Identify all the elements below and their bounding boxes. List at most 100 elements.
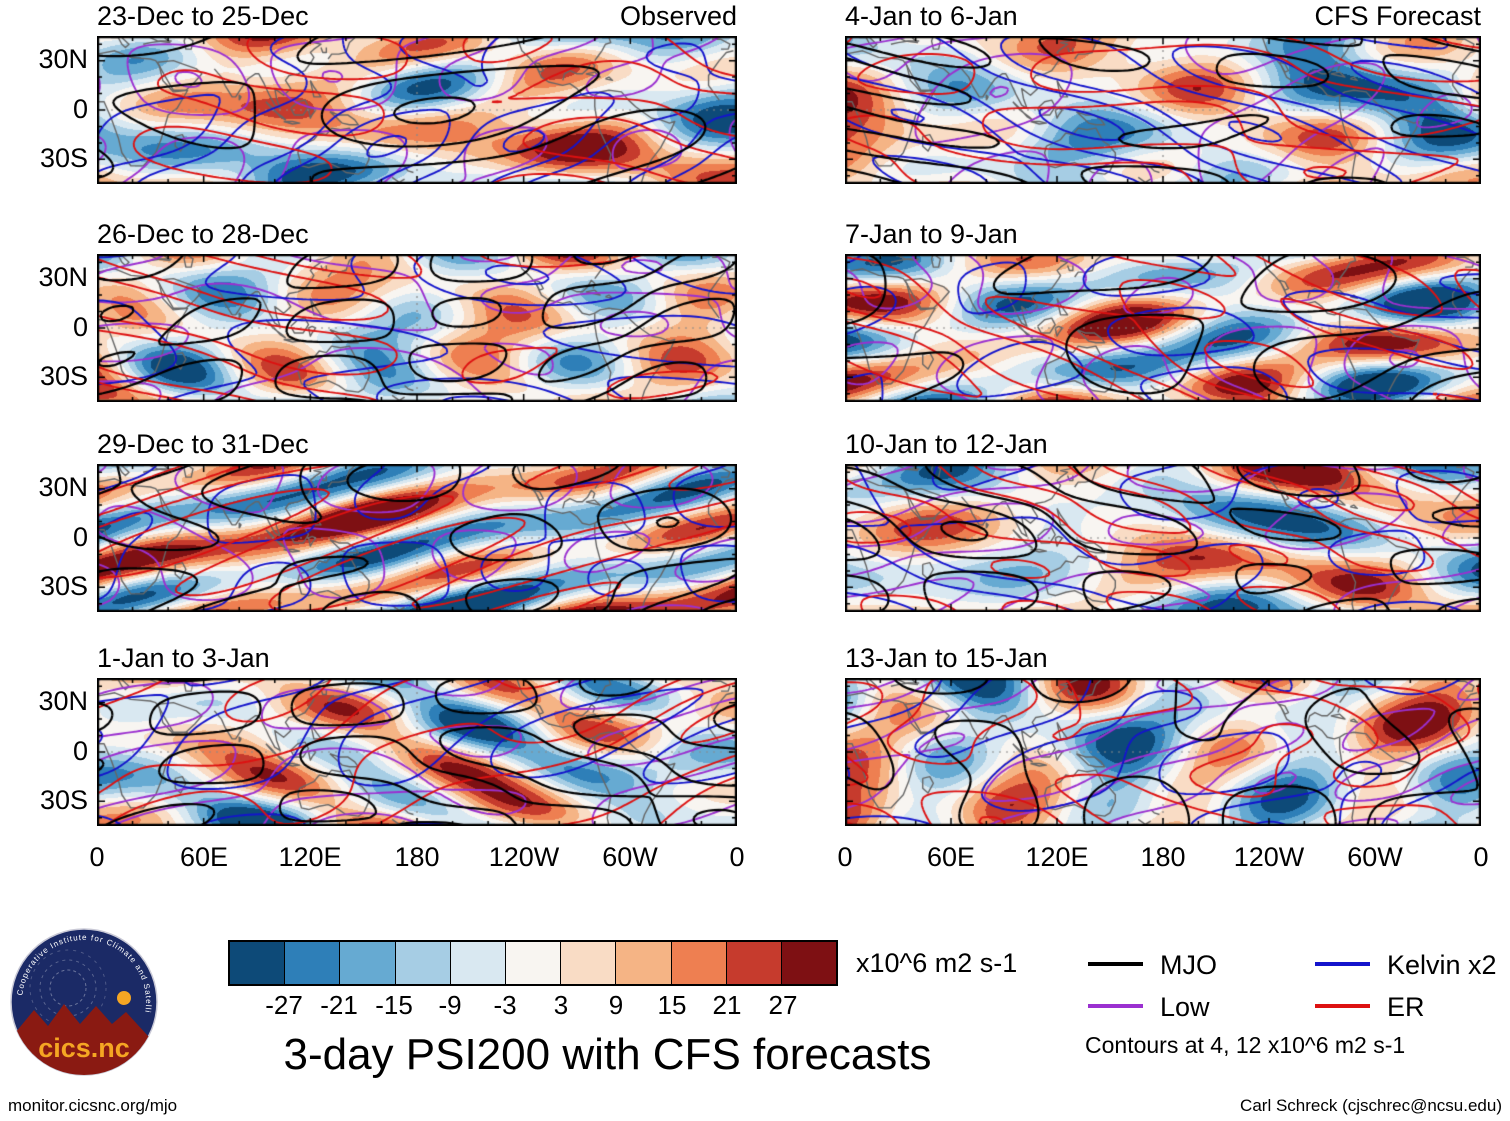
panel-title: 23-Dec to 25-Dec xyxy=(97,1,309,31)
panel-title: 7-Jan to 9-Jan xyxy=(845,219,1018,249)
panel-title: 29-Dec to 31-Dec xyxy=(97,429,309,459)
cicsnc-logo: Cooperative Institute for Climate and Sa… xyxy=(8,926,158,1076)
legend-line-er xyxy=(1315,1004,1370,1008)
x-tick: 120W xyxy=(1233,842,1305,872)
map-canvas xyxy=(97,254,737,402)
y-tick-30n: 30N xyxy=(38,472,88,502)
colorbar-tick: -21 xyxy=(320,990,358,1020)
legend-line-kelvin xyxy=(1315,962,1370,966)
x-tick: 180 xyxy=(1140,842,1186,872)
panel-title-row: 10-Jan to 12-Jan xyxy=(845,428,1481,460)
panel-title-row: 7-Jan to 9-Jan xyxy=(845,218,1481,250)
y-tick-eq: 0 xyxy=(72,94,88,124)
colorbar-cell xyxy=(339,942,395,984)
x-tick: 0 xyxy=(837,842,853,872)
panel-title-row: 13-Jan to 15-Jan xyxy=(845,642,1481,674)
map-canvas xyxy=(845,36,1481,184)
colorbar-tick: -27 xyxy=(265,990,303,1020)
colorbar-tick: 9 xyxy=(608,990,624,1020)
legend-label-low: Low xyxy=(1160,992,1210,1022)
colorbar-cell xyxy=(670,942,726,984)
y-tick-eq: 0 xyxy=(72,312,88,342)
panel-title: 1-Jan to 3-Jan xyxy=(97,643,270,673)
x-tick: 60E xyxy=(179,842,229,872)
legend-label-mjo: MJO xyxy=(1160,950,1217,980)
colorbar-unit: x10^6 m2 s-1 xyxy=(856,948,1018,978)
colorbar-cell xyxy=(230,942,285,984)
panel-title-row: 23-Dec to 25-Dec Observed xyxy=(97,0,737,32)
map-panel-observed-2 xyxy=(97,254,737,402)
x-tick: 120E xyxy=(278,842,342,872)
colorbar-cell xyxy=(560,942,616,984)
colorbar-cell xyxy=(284,942,340,984)
x-tick: 60W xyxy=(602,842,658,872)
y-tick-eq: 0 xyxy=(72,522,88,552)
footer-credit: Carl Schreck (cjschrec@ncsu.edu) xyxy=(1240,1096,1502,1115)
column-label-forecast: CFS Forecast xyxy=(1314,1,1481,31)
map-panel-observed-1 xyxy=(97,36,737,184)
x-tick: 120W xyxy=(488,842,560,872)
legend-label-er: ER xyxy=(1387,992,1425,1022)
x-tick: 0 xyxy=(729,842,745,872)
map-canvas xyxy=(845,464,1481,612)
colorbar-tick: -9 xyxy=(438,990,462,1020)
colorbar-cell xyxy=(449,942,505,984)
panel-title: 10-Jan to 12-Jan xyxy=(845,429,1048,459)
panel-title-row: 1-Jan to 3-Jan xyxy=(97,642,737,674)
x-tick: 120E xyxy=(1025,842,1089,872)
colorbar xyxy=(228,940,838,986)
x-tick: 0 xyxy=(1473,842,1489,872)
y-tick-30n: 30N xyxy=(38,44,88,74)
map-canvas xyxy=(97,36,737,184)
legend-line-low xyxy=(1088,1004,1143,1008)
panel-title-row: 4-Jan to 6-Jan CFS Forecast xyxy=(845,0,1481,32)
map-panel-forecast-4 xyxy=(845,678,1481,826)
column-label-observed: Observed xyxy=(619,1,737,31)
y-tick-30s: 30S xyxy=(39,785,88,815)
logo-wordmark: cics.nc xyxy=(38,1033,130,1063)
panel-title-row: 26-Dec to 28-Dec xyxy=(97,218,737,250)
logo-art xyxy=(11,949,157,1075)
colorbar-tick: 15 xyxy=(657,990,687,1020)
colorbar-cell xyxy=(504,942,561,984)
colorbar-cell xyxy=(615,942,671,984)
map-canvas xyxy=(845,254,1481,402)
panel-title: 4-Jan to 6-Jan xyxy=(845,1,1018,31)
x-tick: 60E xyxy=(926,842,976,872)
figure-title: 3-day PSI200 with CFS forecasts xyxy=(283,1030,932,1079)
panel-title: 26-Dec to 28-Dec xyxy=(97,219,309,249)
colorbar-cell xyxy=(780,942,837,984)
logo-mountains xyxy=(11,1004,157,1075)
y-tick-30n: 30N xyxy=(38,686,88,716)
y-tick-eq: 0 xyxy=(72,736,88,766)
logo-sun xyxy=(117,991,131,1005)
colorbar-tick: -15 xyxy=(375,990,413,1020)
colorbar-cell xyxy=(725,942,781,984)
x-tick: 0 xyxy=(89,842,105,872)
footer-url: monitor.cicsnc.org/mjo xyxy=(8,1096,178,1115)
contour-note: Contours at 4, 12 x10^6 m2 s-1 xyxy=(1085,1032,1406,1058)
colorbar-tick: 27 xyxy=(768,990,798,1020)
legend-label-kelvin: Kelvin x2 xyxy=(1387,950,1497,980)
map-panel-forecast-2 xyxy=(845,254,1481,402)
legend-line-mjo xyxy=(1088,962,1143,966)
map-panel-forecast-1 xyxy=(845,36,1481,184)
colorbar-cell xyxy=(394,942,450,984)
y-tick-30n: 30N xyxy=(38,262,88,292)
x-tick: 180 xyxy=(394,842,440,872)
map-panel-forecast-3 xyxy=(845,464,1481,612)
panel-title: 13-Jan to 15-Jan xyxy=(845,643,1048,673)
map-panel-observed-3 xyxy=(97,464,737,612)
y-tick-30s: 30S xyxy=(39,143,88,173)
colorbar-tick: 3 xyxy=(553,990,569,1020)
colorbar-tick: 21 xyxy=(712,990,742,1020)
map-canvas xyxy=(97,464,737,612)
map-canvas xyxy=(97,678,737,826)
y-tick-30s: 30S xyxy=(39,571,88,601)
map-panel-observed-4 xyxy=(97,678,737,826)
panel-title-row: 29-Dec to 31-Dec xyxy=(97,428,737,460)
y-tick-30s: 30S xyxy=(39,361,88,391)
colorbar-tick: -3 xyxy=(493,990,517,1020)
map-canvas xyxy=(845,678,1481,826)
